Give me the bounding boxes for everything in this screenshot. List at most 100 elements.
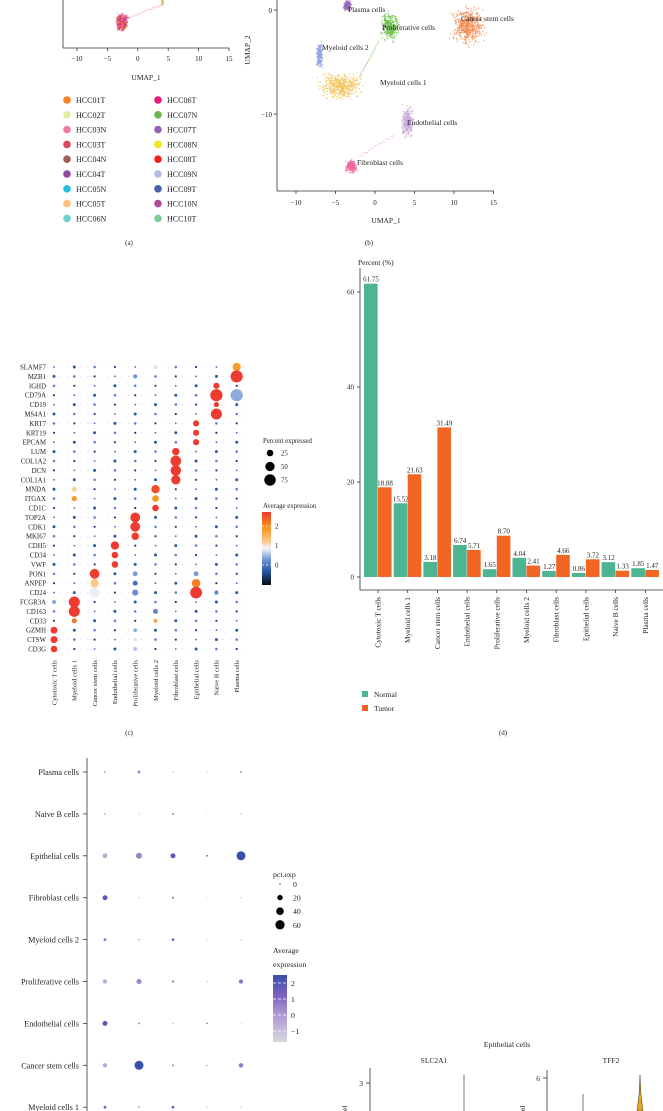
umap-point (337, 87, 339, 90)
minor-dot (60, 639, 61, 640)
minor-dot (202, 441, 203, 443)
umap-point (387, 29, 389, 32)
umap-point (360, 72, 362, 74)
umap-point (346, 166, 349, 168)
expression-dot (154, 459, 157, 463)
y-tick-label: 20 (347, 479, 355, 487)
expression-dot (113, 506, 117, 510)
expression-dot (154, 431, 157, 434)
umap-point (343, 73, 345, 75)
legend-label: HCC08N (167, 140, 197, 149)
minor-dot (121, 648, 122, 650)
minor-dot (222, 535, 224, 537)
expression-dot (93, 440, 96, 444)
umap-point (315, 63, 318, 66)
umap-point (123, 15, 125, 18)
umap-point (319, 61, 321, 64)
umap-point (351, 158, 353, 161)
expression-dot (195, 629, 198, 632)
minor-dot (202, 639, 203, 640)
umap-point (379, 32, 381, 35)
umap-point (324, 87, 326, 90)
umap-point (352, 167, 354, 170)
x-axis-label: UMAP_1 (371, 216, 400, 225)
x-tick-label: 0 (136, 55, 140, 63)
minor-dot (161, 517, 163, 518)
expression-dot (53, 366, 55, 368)
expression-dot (73, 507, 76, 509)
minor-dot (229, 498, 231, 499)
umap-point (332, 91, 335, 93)
minor-dot (189, 629, 190, 631)
umap-point (469, 23, 471, 25)
umap-point (335, 95, 337, 98)
minor-dot (222, 554, 224, 556)
expression-dot (214, 450, 218, 454)
minor-dot (87, 470, 89, 471)
umap-point (393, 25, 395, 28)
minor-dot (80, 507, 82, 509)
expression-dot (93, 516, 96, 519)
umap-point (342, 85, 345, 87)
umap-point (374, 49, 376, 51)
expression-dot (195, 375, 198, 378)
minor-dot (67, 413, 69, 415)
minor-dot (141, 629, 143, 631)
umap-point (366, 152, 368, 154)
color-legend-title: expression (273, 960, 306, 969)
expression-dot (52, 422, 56, 425)
umap-point (319, 46, 322, 48)
panel-caption: (a) (125, 239, 133, 247)
minor-dot (67, 460, 69, 462)
minor-dot (209, 451, 211, 452)
minor-dot (168, 470, 170, 471)
umap-point (362, 70, 364, 72)
umap-point (350, 98, 352, 100)
minor-dot (148, 366, 150, 368)
expression-dot (239, 770, 243, 774)
umap-point (365, 64, 367, 66)
umap-point (316, 53, 318, 55)
umap-point (121, 24, 124, 26)
umap-point (406, 105, 408, 107)
minor-dot (47, 611, 48, 612)
umap-point (336, 76, 339, 78)
minor-dot (47, 413, 48, 415)
y-tick-label: 0 (351, 574, 355, 582)
gene-label: LUM (31, 449, 46, 456)
expression-dot (171, 938, 175, 941)
row-label: Fibroblast cells (29, 894, 79, 903)
minor-dot (148, 639, 150, 640)
gene-label: ANPEP (24, 581, 46, 588)
expression-dot (171, 980, 175, 983)
y-tick-label: 0 (269, 7, 273, 15)
umap-point (454, 21, 457, 23)
umap-point (407, 133, 409, 135)
umap-point (345, 169, 347, 172)
minor-dot (60, 498, 61, 499)
umap-point (476, 35, 478, 37)
umap-point (410, 127, 412, 129)
legend-label: HCC06N (76, 214, 106, 223)
minor-dot (168, 582, 170, 584)
minor-dot (60, 535, 61, 537)
umap-point (469, 41, 471, 43)
minor-dot (242, 639, 244, 640)
umap-point (392, 26, 395, 29)
umap-point (144, 9, 146, 11)
umap-point (327, 83, 329, 86)
cluster-label: Cancer stem cells (461, 14, 514, 23)
size-legend-dot (265, 461, 275, 472)
expression-dot (114, 488, 116, 491)
umap-point (411, 124, 414, 126)
expression-dot (154, 647, 157, 651)
umap-point (381, 23, 383, 26)
umap-point (394, 37, 396, 39)
x-tick-label: 5 (413, 199, 417, 207)
umap-point (397, 29, 399, 31)
minor-dot (222, 573, 224, 575)
umap-point (466, 30, 469, 33)
umap-point (122, 16, 124, 19)
minor-dot (229, 451, 231, 452)
